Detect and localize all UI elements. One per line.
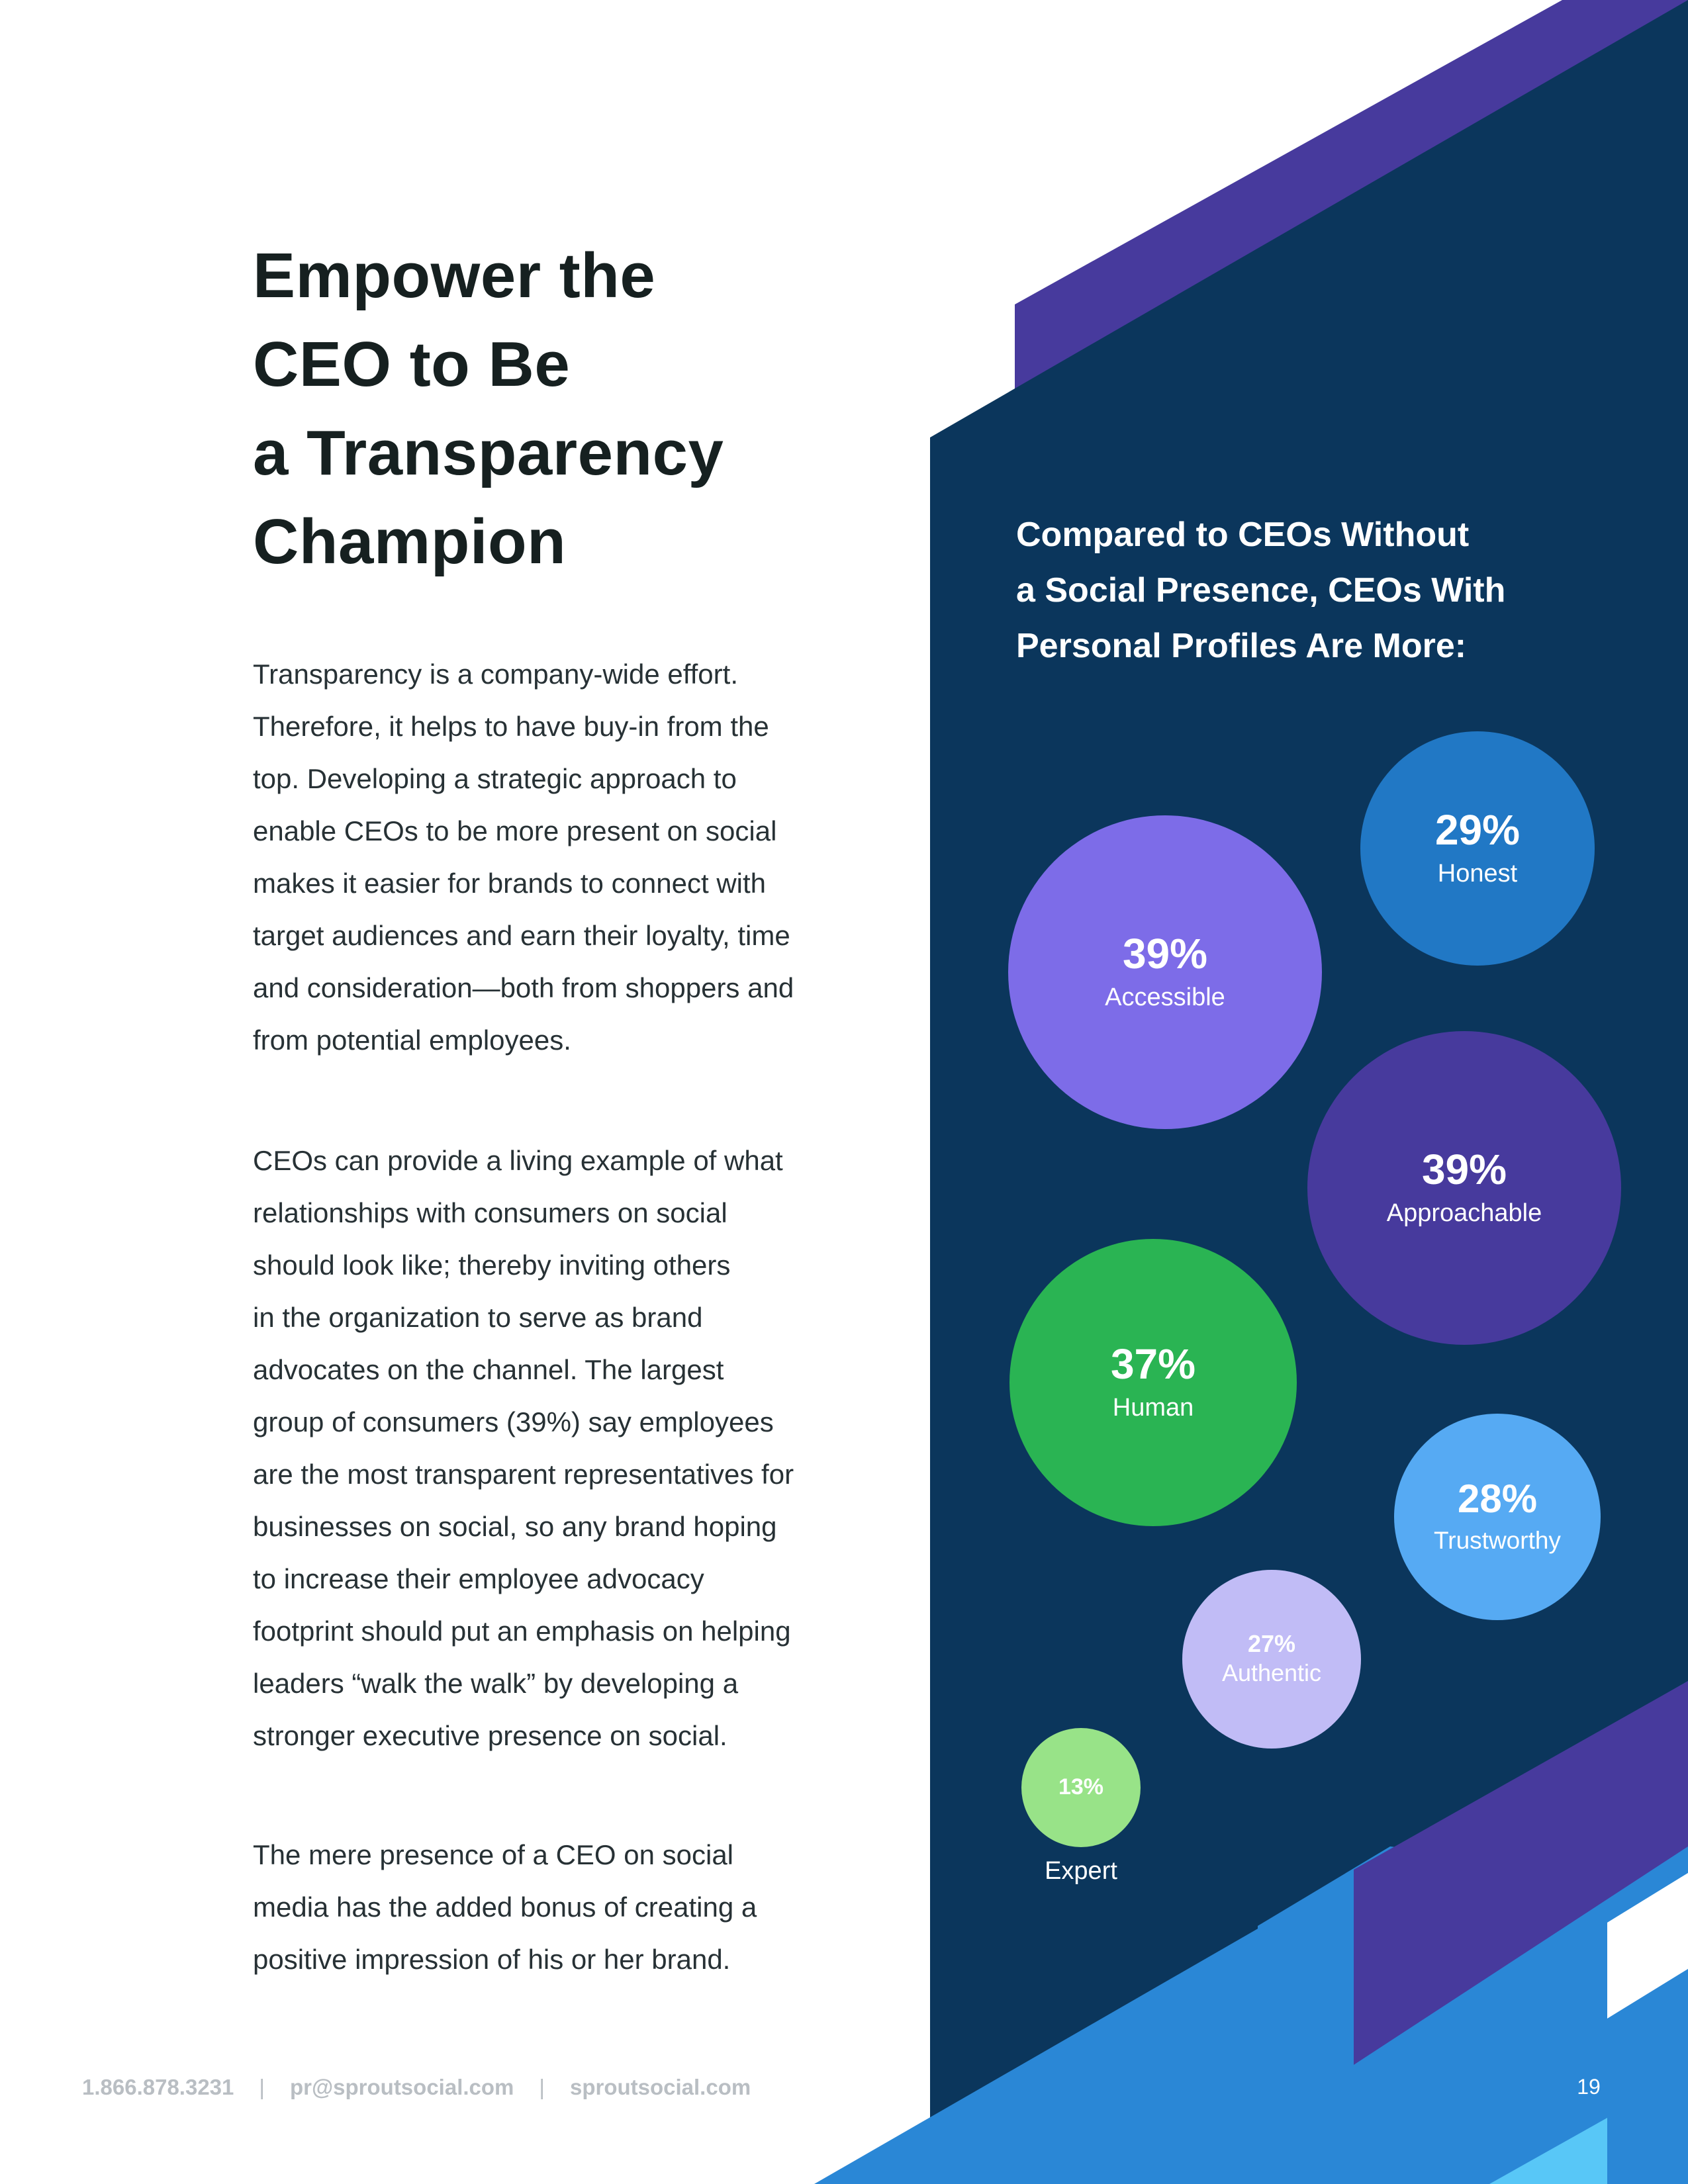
page-title: Empower the CEO to Be a Transparency Cha… xyxy=(253,232,915,586)
stat-label: Honest xyxy=(1437,859,1518,887)
title-line: a Transparency xyxy=(253,418,724,488)
footer-separator: | xyxy=(539,2075,545,2099)
heading-line: Compared to CEOs Without xyxy=(1016,516,1470,554)
title-line: CEO to Be xyxy=(253,329,571,400)
title-line: Champion xyxy=(253,506,567,577)
text-line: Transparency is a company-wide effort. xyxy=(253,659,738,690)
text-line: are the most transparent representatives… xyxy=(253,1459,794,1490)
stat-label: Accessible xyxy=(1105,983,1225,1011)
stat-value: 39% xyxy=(1421,1145,1507,1193)
text-line: in the organization to serve as brand xyxy=(253,1302,703,1333)
text-line: leaders “walk the walk” by developing a xyxy=(253,1668,739,1699)
footer-email-link[interactable]: pr@sproutsocial.com xyxy=(289,2075,514,2099)
footer-phone[interactable]: 1.866.878.3231 xyxy=(82,2075,234,2099)
stat-value: 39% xyxy=(1122,929,1208,978)
cyan-corner xyxy=(1489,2118,1607,2184)
text-line: CEOs can provide a living example of wha… xyxy=(253,1145,783,1176)
text-line: enable CEOs to be more present on social xyxy=(253,815,777,846)
stat-bubble-expert: 13% xyxy=(1021,1728,1141,1847)
text-line: target audiences and earn their loyalty,… xyxy=(253,920,790,951)
stat-value: 27% xyxy=(1247,1629,1296,1657)
text-line: from potential employees. xyxy=(253,1024,571,1056)
purple-bottom-stripe xyxy=(1354,1681,1688,2065)
body-paragraph-3: The mere presence of a CEO on social med… xyxy=(253,1829,849,1985)
text-line: stronger executive presence on social. xyxy=(253,1720,727,1751)
stat-bubble-authentic: 27% Authentic xyxy=(1182,1570,1361,1749)
text-line: relationships with consumers on social xyxy=(253,1197,727,1228)
stat-bubble-trustworthy: 28% Trustworthy xyxy=(1394,1414,1601,1620)
text-line: makes it easier for brands to connect wi… xyxy=(253,868,767,899)
text-line: Therefore, it helps to have buy-in from … xyxy=(253,711,769,742)
navy-panel xyxy=(930,0,1688,2184)
body-paragraph-1: Transparency is a company-wide effort. T… xyxy=(253,648,849,1066)
stat-value: 29% xyxy=(1434,805,1521,854)
stat-bubble-honest: 29% Honest xyxy=(1360,731,1595,966)
stat-label: Authentic xyxy=(1221,1659,1322,1687)
footer-contact: 1.866.878.3231 | pr@sproutsocial.com | sprou… xyxy=(82,2075,751,2101)
stat-value: 37% xyxy=(1110,1340,1196,1388)
stat-bubble-human: 37% Human xyxy=(1009,1239,1297,1526)
stat-bubble-accessible: 39% Accessible xyxy=(1008,815,1322,1129)
text-line: media has the added bonus of creating a xyxy=(253,1891,757,1923)
text-line: top. Developing a strategic approach to xyxy=(253,763,737,794)
stat-bubble-approachable: 39% Approachable xyxy=(1307,1031,1621,1345)
stat-label-expert: Expert xyxy=(1045,1857,1117,1885)
text-line: footprint should put an emphasis on help… xyxy=(253,1615,791,1647)
stat-label: Approachable xyxy=(1386,1199,1542,1227)
text-line: positive impression of his or her brand. xyxy=(253,1944,731,1975)
footer-website-link[interactable]: sproutsocial.com xyxy=(569,2075,751,2099)
stat-label: Trustworthy xyxy=(1434,1527,1561,1555)
text-line: and consideration—both from shoppers and xyxy=(253,972,794,1003)
white-notch xyxy=(1607,1873,1688,2019)
text-line: to increase their employee advocacy xyxy=(253,1563,704,1594)
body-paragraph-2: CEOs can provide a living example of wha… xyxy=(253,1134,849,1762)
page-number: 19 xyxy=(1577,2075,1601,2099)
text-line: group of consumers (39%) say employees xyxy=(253,1406,774,1437)
stat-label: Human xyxy=(1112,1393,1194,1422)
heading-line: Personal Profiles Are More: xyxy=(1016,627,1467,665)
title-line: Empower the xyxy=(253,240,656,311)
stat-value: 13% xyxy=(1058,1774,1104,1800)
stat-value: 28% xyxy=(1457,1477,1538,1522)
stats-panel-heading: Compared to CEOs Without a Social Presen… xyxy=(1016,507,1652,674)
text-line: The mere presence of a CEO on social xyxy=(253,1839,734,1870)
text-line: advocates on the channel. The largest xyxy=(253,1354,724,1385)
text-line: should look like; thereby inviting other… xyxy=(253,1250,731,1281)
heading-line: a Social Presence, CEOs With xyxy=(1016,571,1506,610)
text-line: businesses on social, so any brand hopin… xyxy=(253,1511,777,1542)
footer-separator: | xyxy=(259,2075,265,2099)
